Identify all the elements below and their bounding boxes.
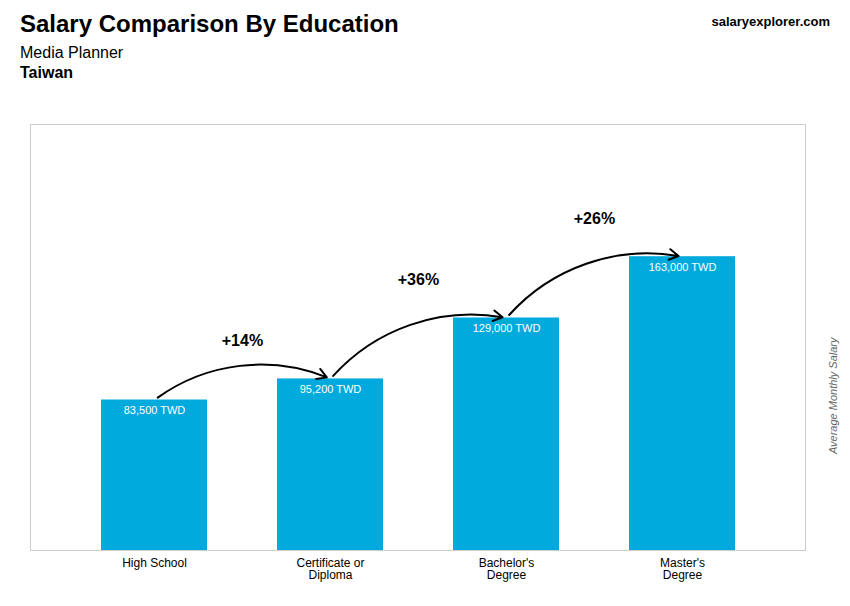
- svg-text:Master'sDegree: Master'sDegree: [660, 556, 705, 582]
- svg-text:+36%: +36%: [398, 271, 439, 288]
- html-text:Taiwan: Taiwan: [20, 64, 73, 81]
- svg-text:163,000 TWD: 163,000 TWD: [649, 261, 717, 273]
- html-text:Salary Comparison By Education: Salary Comparison By Education: [20, 10, 399, 37]
- svg-text:129,000 TWD: 129,000 TWD: [473, 322, 541, 334]
- svg-text:95,200 TWD: 95,200 TWD: [300, 383, 362, 395]
- html-text:Media Planner: Media Planner: [20, 44, 124, 61]
- svg-text:+14%: +14%: [222, 332, 263, 349]
- svg-text:83,500 TWD: 83,500 TWD: [124, 404, 186, 416]
- svg-text:+26%: +26%: [574, 210, 615, 227]
- svg-text:Certificate orDiploma: Certificate orDiploma: [296, 556, 364, 582]
- svg-text:High School: High School: [122, 556, 187, 570]
- svg-text:Bachelor'sDegree: Bachelor'sDegree: [479, 556, 535, 582]
- svg-text:Average Monthly Salary: Average Monthly Salary: [827, 336, 839, 455]
- html-text:salaryexplorer.com: salaryexplorer.com: [711, 14, 830, 29]
